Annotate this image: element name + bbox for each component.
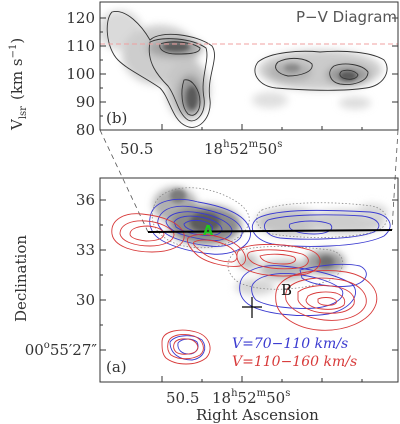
panel-b-xtick-labels: 50.5 18h52m50s xyxy=(120,139,282,158)
panel-a-yticks xyxy=(100,199,398,351)
panel-a-ytick-labels: 36 33 30 00o55′27″ xyxy=(25,191,98,359)
legend-red: V=110−160 km/s xyxy=(232,354,357,370)
cross-marker xyxy=(242,297,262,318)
dec-tick-33: 33 xyxy=(76,241,95,259)
ytick-label-120: 120 xyxy=(66,9,95,27)
red-contours xyxy=(111,213,378,365)
panel-b-label: (b) xyxy=(106,109,127,127)
panel-a-frame xyxy=(99,177,399,383)
dec-tick-30: 30 xyxy=(76,291,95,309)
panel-a-xlabel: Right Ascension xyxy=(196,406,319,424)
panel-b-ylabel: Vlsr(km s−1) xyxy=(8,38,29,131)
panel-connector-lines xyxy=(99,129,399,233)
source-label-b: B xyxy=(281,281,292,299)
ytick-label-90: 90 xyxy=(76,93,95,111)
ytick-label-100: 100 xyxy=(66,65,95,83)
panel-a-label: (a) xyxy=(106,358,127,376)
ytick-label-110: 110 xyxy=(66,37,95,55)
dec-tick-36: 36 xyxy=(76,191,95,209)
pv-slit-line xyxy=(147,229,393,233)
panel-b-pv-diagram: 80 90 100 110 120 Vlsr(km s−1) P−V Diagr… xyxy=(8,1,399,158)
panel-a-ylabel: Declination xyxy=(12,235,30,322)
panel-b-xticks xyxy=(161,124,363,130)
legend: V=70−110 km/s V=110−160 km/s xyxy=(232,336,357,370)
ra-tick-main: 18h52m50s xyxy=(212,388,290,407)
ra-tick-50-5: 50.5 xyxy=(166,389,199,407)
pv-emission xyxy=(100,10,398,128)
panel-b-ytick-labels: 80 90 100 110 120 xyxy=(66,9,95,139)
xtick-label-ra: 18h52m50s xyxy=(204,139,282,158)
panel-b-frame xyxy=(99,1,399,131)
source-label-a: A xyxy=(203,224,213,239)
xtick-label-50-5: 50.5 xyxy=(120,140,153,158)
map-emission xyxy=(111,187,391,365)
dec-tick-00-55-27: 00o55′27″ xyxy=(25,340,98,359)
panel-b-yticks xyxy=(100,17,398,131)
panel-a-map: A B 36 33 30 00o55′27″ Declination (a) xyxy=(12,177,399,424)
ytick-label-80: 80 xyxy=(76,121,95,139)
pv-diagram-title: P−V Diagram xyxy=(296,8,397,26)
legend-blue: V=70−110 km/s xyxy=(232,336,348,352)
panel-a-xticks xyxy=(161,376,363,382)
panel-a-xtick-labels: 50.5 18h52m50s xyxy=(166,388,290,407)
